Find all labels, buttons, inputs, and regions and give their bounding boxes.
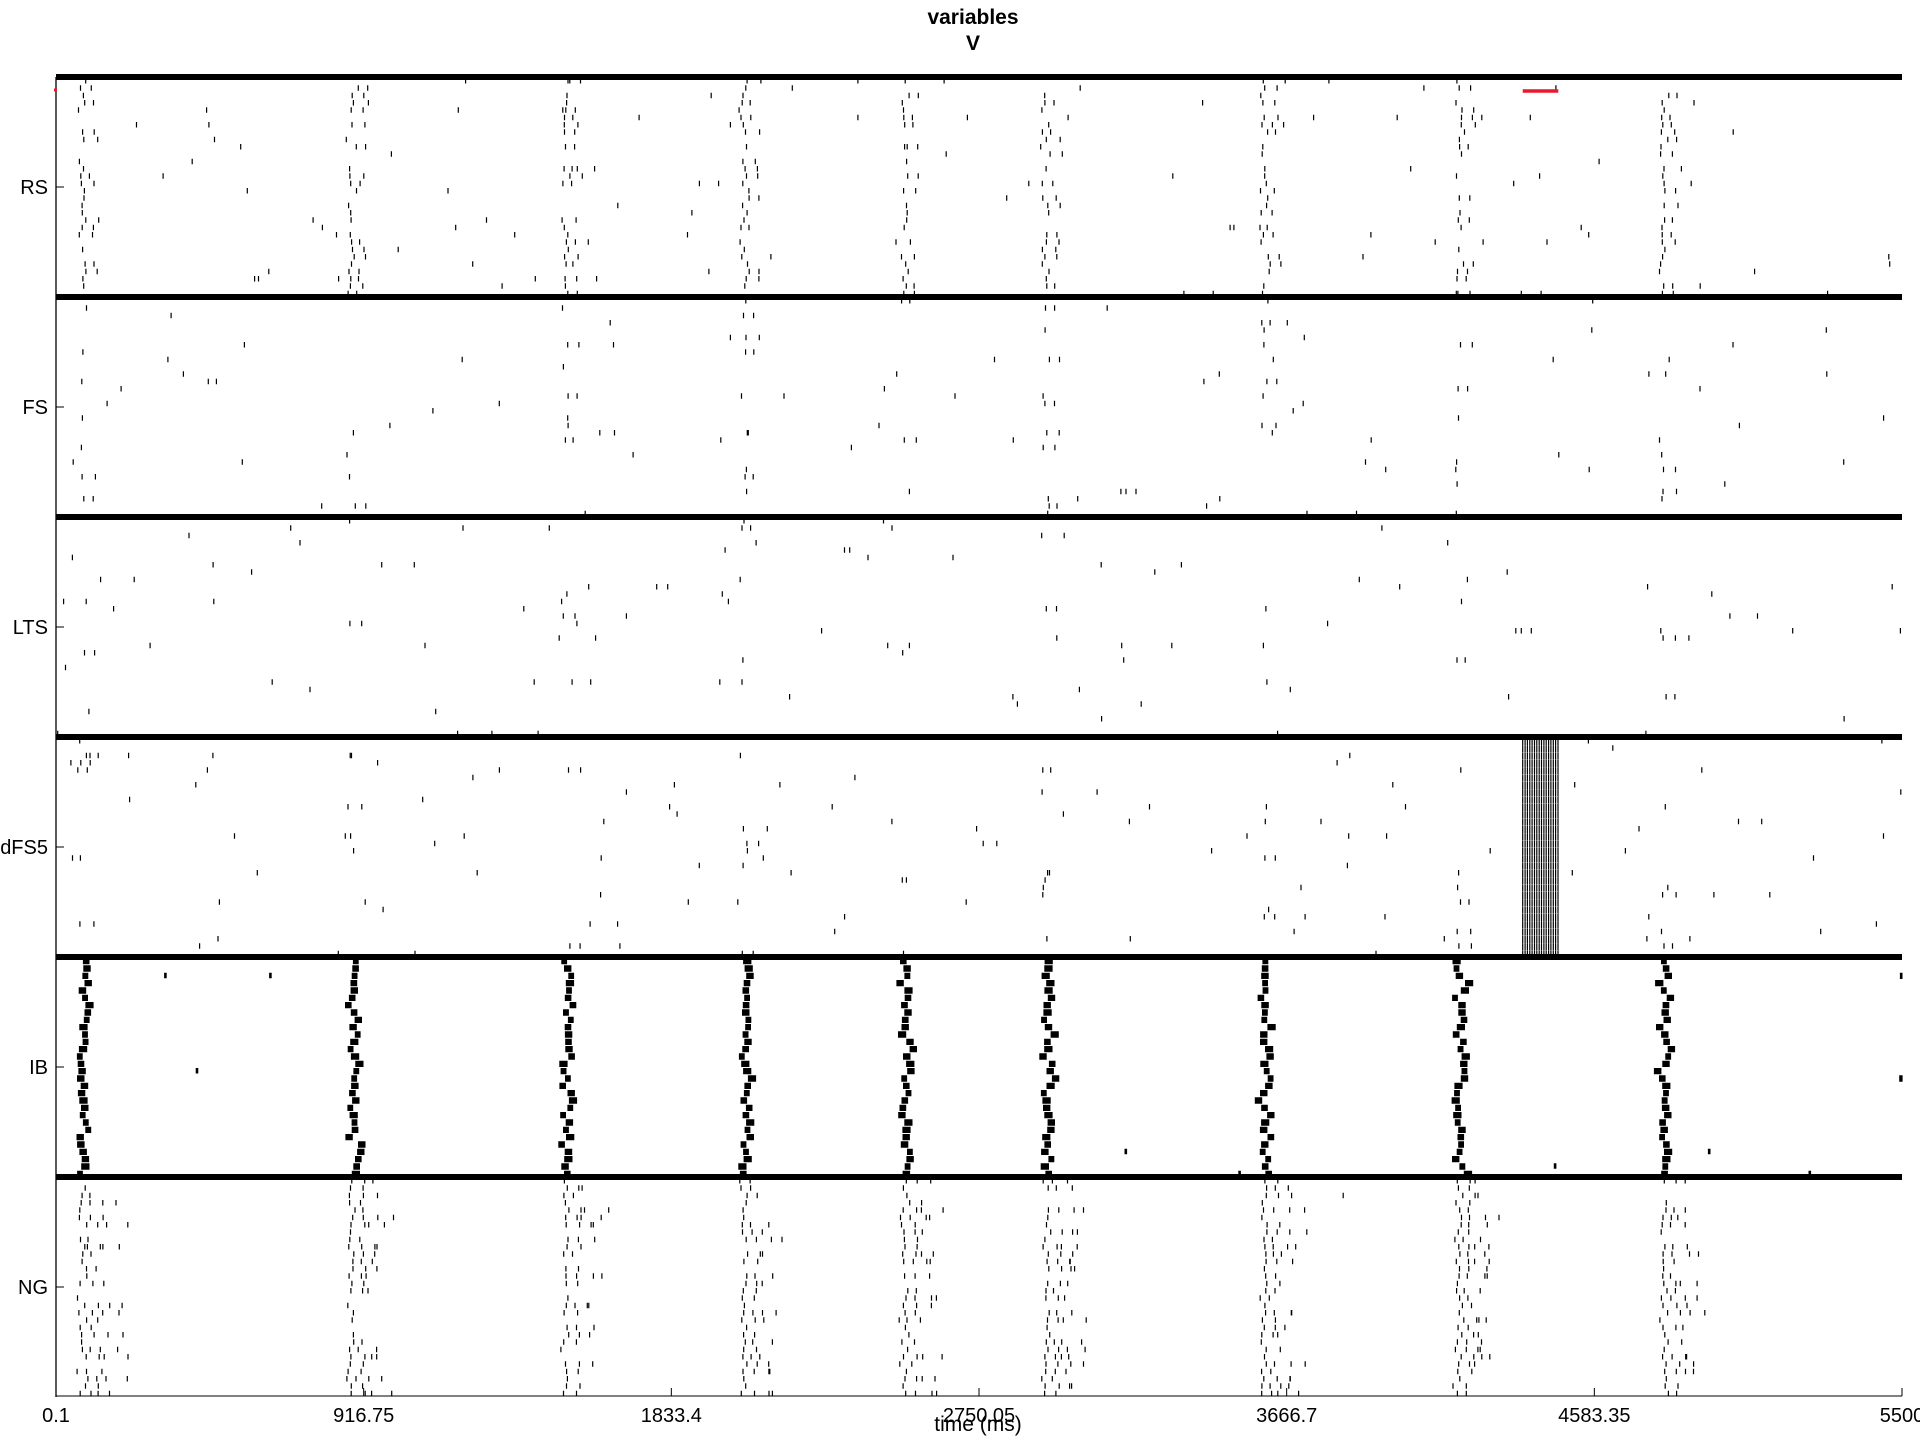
chart-title-line-1: variables bbox=[927, 6, 1018, 29]
x-axis-label: time (ms) bbox=[934, 1413, 1022, 1436]
spikes-rs bbox=[77, 78, 1891, 297]
x-tick-label: 0.1 bbox=[42, 1405, 70, 1427]
spikes-lts bbox=[57, 518, 1901, 737]
x-tick-label: 3666.7 bbox=[1256, 1405, 1317, 1427]
plot-frame bbox=[54, 74, 1902, 1397]
spike-raster bbox=[57, 78, 1903, 1397]
x-tick-label: 5500 bbox=[1880, 1405, 1920, 1427]
spike-marks-dfs5 bbox=[70, 738, 1902, 958]
x-tick-label: 1833.4 bbox=[641, 1405, 702, 1427]
spikes-fs bbox=[72, 298, 1885, 517]
population-labels: RS FS LTS dFS5 IB NG bbox=[0, 177, 64, 1299]
x-axis-ticks: 0.1 916.75 1833.4 2750.05 3666.7 4583.35 5500 bbox=[42, 1388, 1920, 1427]
spikes-ib bbox=[76, 958, 1903, 1177]
spikes-dfs5 bbox=[70, 738, 1902, 958]
spike-marks-rs bbox=[77, 78, 1891, 297]
spike-marks-ib bbox=[76, 958, 1903, 1177]
spike-marks-fs bbox=[72, 298, 1885, 517]
spikes-ng bbox=[76, 1178, 1706, 1397]
spike-marks-lts bbox=[57, 518, 1901, 737]
population-label-ib: IB bbox=[29, 1057, 48, 1079]
chart-title-line-2: V bbox=[966, 32, 980, 55]
population-label-dfs5: dFS5 bbox=[0, 837, 48, 859]
x-tick-label: 2750.05 bbox=[943, 1405, 1015, 1427]
population-label-ng: NG bbox=[18, 1277, 48, 1299]
population-label-rs: RS bbox=[20, 177, 48, 199]
x-tick-label: 916.75 bbox=[333, 1405, 394, 1427]
x-tick-label: 4583.35 bbox=[1558, 1405, 1630, 1427]
spike-marks-ng bbox=[76, 1178, 1706, 1397]
population-label-lts: LTS bbox=[13, 617, 48, 639]
population-label-fs: FS bbox=[22, 397, 48, 419]
